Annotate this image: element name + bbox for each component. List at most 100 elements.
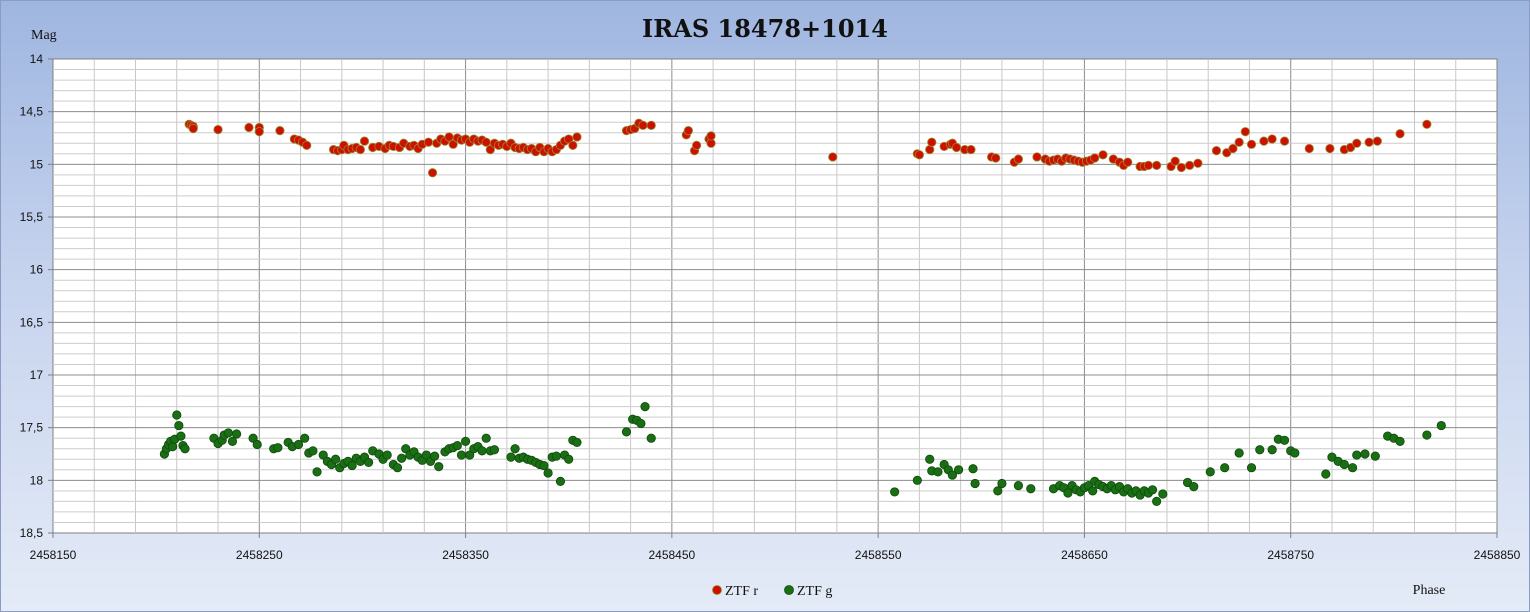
data-point: [1345, 142, 1356, 153]
data-point: [1032, 152, 1042, 162]
data-point: [1088, 486, 1098, 496]
data-point: [273, 443, 283, 453]
data-point: [1370, 451, 1380, 461]
data-point: [359, 136, 370, 146]
data-point: [244, 122, 254, 133]
legend: ZTF r ZTF g: [712, 584, 832, 599]
data-point: [1339, 459, 1349, 470]
data-point: [1422, 119, 1432, 129]
data-point: [692, 140, 702, 150]
legend-marker: [784, 585, 794, 595]
data-point: [180, 444, 190, 454]
data-point: [231, 429, 242, 439]
data-point: [188, 123, 198, 134]
data-point: [933, 467, 943, 477]
data-point: [1360, 449, 1370, 459]
data-point: [1246, 463, 1257, 473]
data-point: [1234, 137, 1244, 147]
data-point: [1220, 463, 1230, 473]
data-point: [646, 120, 656, 130]
data-point: [1364, 137, 1374, 147]
data-point: [951, 142, 962, 153]
x-tick-label: 2458550: [855, 548, 902, 562]
data-point: [1193, 158, 1203, 168]
legend-marker: [712, 585, 722, 595]
data-point: [300, 433, 310, 443]
data-point: [572, 132, 582, 142]
data-point: [1436, 420, 1446, 431]
data-point: [1013, 154, 1024, 164]
y-tick-label: 14,5: [20, 105, 44, 119]
data-point: [1304, 143, 1314, 154]
y-tick-label: 15,5: [20, 210, 44, 224]
data-point: [1152, 496, 1162, 506]
data-point: [1352, 450, 1362, 460]
data-point: [1090, 153, 1100, 163]
y-axis-label: Mag: [31, 28, 57, 43]
data-point: [434, 462, 444, 472]
y-tick-label: 18,5: [20, 526, 44, 540]
data-point: [460, 436, 471, 446]
y-tick-label: 15: [30, 157, 44, 171]
data-point: [293, 439, 304, 450]
data-point: [993, 486, 1003, 496]
data-point: [1182, 477, 1193, 488]
chart-title: IRAS 18478+1014: [642, 14, 888, 43]
y-tick-label: 16: [30, 263, 44, 277]
data-point: [223, 428, 233, 438]
data-point: [1185, 160, 1195, 170]
data-point: [1372, 136, 1382, 146]
data-point: [1279, 136, 1290, 146]
data-point: [925, 454, 935, 464]
data-point: [947, 470, 958, 480]
data-point: [1259, 136, 1269, 146]
data-point: [423, 137, 434, 147]
data-point: [1321, 469, 1331, 479]
data-point: [636, 418, 646, 429]
legend-label: ZTF g: [797, 584, 832, 599]
data-point: [172, 410, 182, 420]
data-point: [914, 150, 925, 160]
data-point: [401, 444, 411, 454]
data-point: [953, 465, 964, 475]
data-point: [970, 478, 980, 489]
data-point: [621, 427, 632, 437]
data-point: [991, 153, 1001, 163]
data-point: [1352, 138, 1362, 148]
data-point: [927, 137, 937, 147]
data-point: [397, 453, 407, 463]
data-point: [966, 144, 976, 155]
plot-area: [52, 58, 1498, 534]
data-point: [1325, 143, 1335, 154]
data-point: [1222, 148, 1232, 158]
data-point: [254, 127, 264, 137]
data-point: [481, 433, 491, 443]
data-point: [1395, 129, 1405, 139]
data-point: [646, 433, 656, 443]
data-point: [1123, 157, 1133, 167]
data-point: [1246, 139, 1257, 149]
data-point: [506, 452, 516, 462]
data-point: [1267, 445, 1277, 455]
data-point: [572, 437, 582, 448]
data-points: [159, 118, 1446, 506]
tick-labels: 2458150 2458250 2458350 2458450 2458550 24586…: [20, 52, 1521, 562]
data-point: [1152, 160, 1162, 170]
data-point: [1279, 435, 1290, 445]
y-tick-label: 17: [30, 368, 44, 382]
data-point: [539, 460, 549, 471]
data-point: [997, 478, 1007, 489]
data-point: [1422, 430, 1432, 440]
data-point: [1240, 127, 1250, 137]
data-point: [174, 420, 184, 431]
y-tick-label: 17,5: [20, 421, 44, 435]
data-point: [1395, 436, 1405, 446]
data-point: [308, 446, 318, 456]
data-point: [176, 431, 186, 441]
data-point: [828, 152, 838, 162]
data-point: [430, 451, 440, 461]
data-point: [555, 476, 566, 486]
data-point: [382, 450, 392, 460]
series-ztf-g: [159, 401, 1446, 506]
